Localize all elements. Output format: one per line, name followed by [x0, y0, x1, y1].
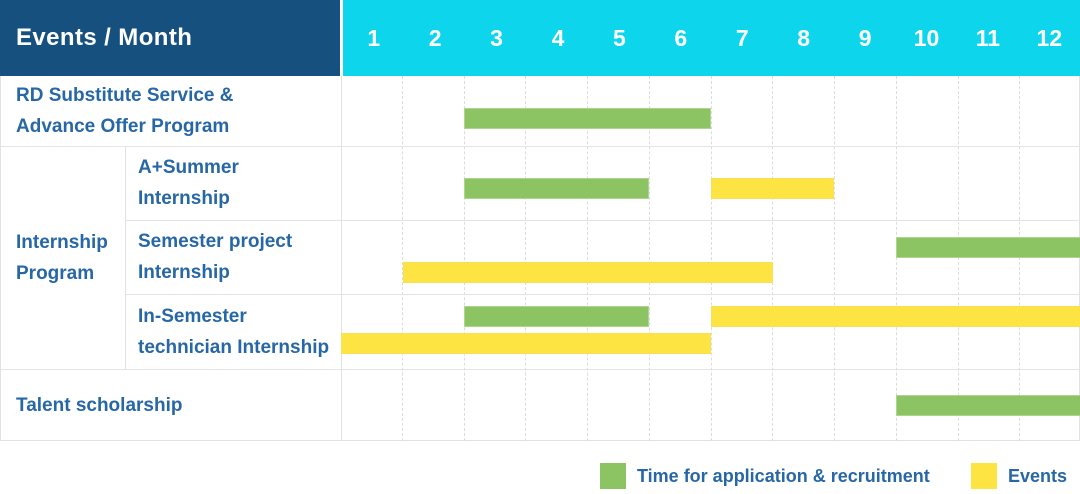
- group-sublabel-divider: [125, 146, 126, 369]
- month-gridlines: [341, 76, 1080, 441]
- legend-swatch-green: [600, 463, 626, 489]
- row-label-rd-substitute: RD Substitute Service & Advance Offer Pr…: [16, 85, 234, 137]
- gantt-bars-layer: [341, 76, 1080, 441]
- month-label: 4: [551, 24, 565, 51]
- group-label-internship-program: Internship Program: [16, 231, 108, 284]
- row-label-talent-scholarship: Talent scholarship: [16, 394, 183, 416]
- month-label: 6: [674, 24, 688, 51]
- gantt-bar-events: [711, 178, 835, 199]
- month-header-row: 1 2 3 4 5 6 7 8 9 10 11 12: [343, 0, 1080, 76]
- gantt-bar-recruitment: [464, 108, 711, 129]
- month-label: 11: [975, 24, 1001, 51]
- gantt-bar-recruitment: [464, 306, 650, 327]
- row-divider: [125, 294, 1080, 295]
- row-divider: [1, 146, 1080, 147]
- month-label: 1: [367, 24, 381, 51]
- gantt-bar-recruitment: [464, 178, 650, 199]
- legend-item-recruitment: Time for application & recruitment: [600, 463, 930, 489]
- gantt-bar-events: [402, 262, 773, 283]
- month-label: 10: [913, 24, 940, 51]
- row-divider: [125, 220, 1080, 221]
- row-label-a-summer-internship: A+Summer Internship: [138, 157, 239, 209]
- gantt-bar-recruitment: [896, 237, 1080, 258]
- gantt-body: RD Substitute Service & Advance Offer Pr…: [0, 76, 1080, 441]
- legend-swatch-yellow: [971, 463, 997, 489]
- month-label: 2: [428, 24, 442, 51]
- month-label: 7: [735, 24, 749, 51]
- row-label-semester-project-internship: Semester project Internship: [138, 231, 293, 283]
- page-title: Events / Month: [16, 24, 193, 51]
- legend-label-recruitment: Time for application & recruitment: [637, 465, 930, 486]
- month-label: 9: [858, 24, 872, 51]
- gantt-bar-events: [711, 306, 1080, 327]
- month-label: 12: [1036, 24, 1063, 51]
- gantt-bar-recruitment: [896, 395, 1080, 416]
- month-label: 3: [490, 24, 503, 51]
- row-divider: [1, 369, 1080, 370]
- gantt-bar-events: [341, 333, 711, 354]
- label-chart-divider: [341, 76, 342, 441]
- month-label: 8: [797, 24, 811, 51]
- row-label-in-semester-technician-internship: In-Semester technician Internship: [138, 305, 330, 358]
- header-events-month-cell: Events / Month: [0, 0, 340, 76]
- legend-item-events: Events: [971, 463, 1067, 489]
- month-label: 5: [613, 24, 626, 51]
- legend-label-events: Events: [1008, 465, 1068, 486]
